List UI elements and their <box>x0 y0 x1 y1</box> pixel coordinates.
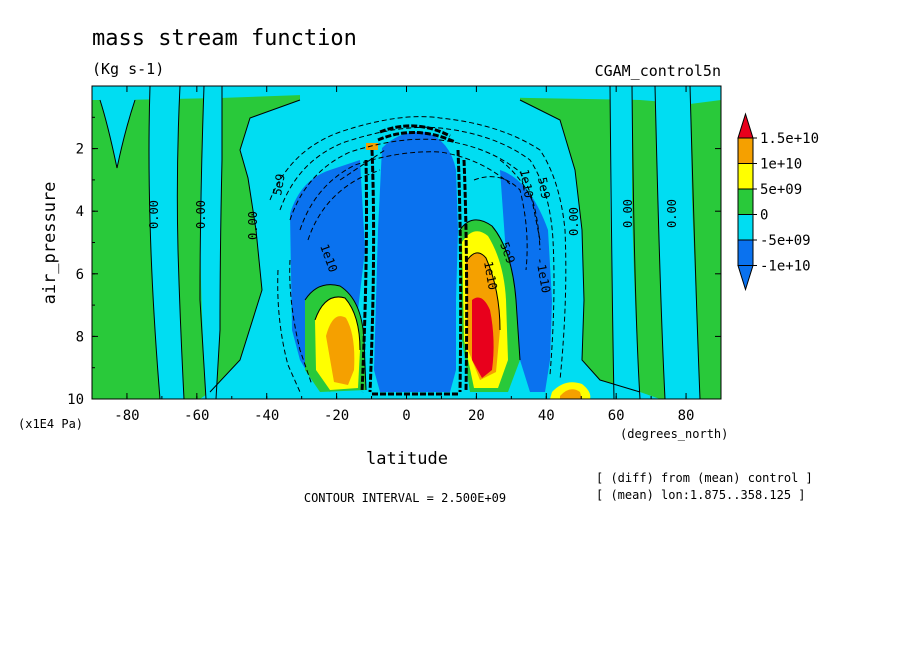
contour-label: 0.00 <box>621 199 635 228</box>
colorbar-label: -1e+10 <box>760 259 811 275</box>
y-axis-title: air_pressure <box>40 182 60 305</box>
x-tick-label: -60 <box>184 408 209 424</box>
region-blue-shell-east <box>500 170 552 392</box>
colorbar-top-arrow <box>737 112 754 139</box>
region-orange-lower-east <box>560 389 582 399</box>
colorbar-label: 1.5e+10 <box>760 131 819 147</box>
y-tick-label: 4 <box>76 204 84 220</box>
x-tick-label: 80 <box>678 408 695 424</box>
x-axis-title: latitude <box>366 449 448 469</box>
colorbar-box <box>737 239 754 266</box>
colorbar-label: 1e+10 <box>760 157 802 173</box>
contour-label: 5e9 <box>497 240 518 265</box>
x-tick-label: 40 <box>538 408 555 424</box>
chart-title: mass stream function <box>92 26 357 51</box>
colorbar-label: 5e+09 <box>760 182 802 198</box>
region-orange-top-west <box>366 143 378 150</box>
colorbar-box <box>737 137 754 164</box>
contour-label: 0.00 <box>147 200 161 229</box>
x-tick-label: 60 <box>608 408 625 424</box>
top-cyan-strip <box>92 86 721 104</box>
colorbar-box <box>737 163 754 190</box>
chart-units: (Kg s-1) <box>92 60 164 78</box>
note-diff: [ (diff) from (mean) control ] <box>596 471 813 485</box>
x-tick-label: 0 <box>402 408 410 424</box>
contour-label: 0.00 <box>246 211 260 240</box>
contour-label: 1e10 <box>481 260 500 291</box>
x-axis: -80 -60 -40 -20 0 20 40 60 80 <box>91 86 722 424</box>
region-orange-south-cell <box>326 316 355 385</box>
y-tick-label: 6 <box>76 267 84 283</box>
colorbar-box <box>737 188 754 215</box>
x-tick-label: 20 <box>468 408 485 424</box>
contour-label: 1e10 <box>517 168 536 199</box>
stripe-cyan-west-b <box>200 86 222 399</box>
stripe-cyan-west-a <box>149 86 184 399</box>
colorbar-label: 0 <box>760 208 768 224</box>
region-green-west <box>92 86 300 399</box>
plot-area: 0.00 0.00 0.00 0.00 0.00 0.00 5e9 5e9 -1… <box>92 86 721 399</box>
contour-lines <box>99 86 701 399</box>
colorbar-label: -5e+09 <box>760 233 811 249</box>
contour-interval-text: CONTOUR INTERVAL = 2.500E+09 <box>304 491 506 505</box>
y-tick-label: 8 <box>76 329 84 345</box>
contour-label: 5e9 <box>270 173 288 197</box>
contour-label: 0.00 <box>567 207 581 236</box>
x-tick-label: -80 <box>114 408 139 424</box>
x-units-label: (degrees_north) <box>620 427 728 441</box>
colorbar-box <box>737 214 754 241</box>
colorbar-bottom-arrow <box>737 265 754 292</box>
stripe-cyan-east-a <box>610 86 640 399</box>
colorbar-legend: 1.5e+10 1e+10 5e+09 0 -5e+09 -1e+10 <box>737 112 819 292</box>
region-blue-core <box>374 131 458 393</box>
x-tick-label: -20 <box>324 408 349 424</box>
stripe-cyan-east-b <box>655 86 700 399</box>
y-tick-label: 2 <box>76 142 84 158</box>
y-axis: 2 4 6 8 10 <box>67 116 721 408</box>
x-tick-label: -40 <box>254 408 279 424</box>
contour-label: 0.00 <box>665 199 679 228</box>
note-mean: [ (mean) lon:1.875..358.125 ] <box>596 488 806 502</box>
dataset-label: CGAM_control5n <box>595 62 721 80</box>
contour-label: 5e9 <box>535 176 553 200</box>
contour-label: 0.00 <box>194 200 208 229</box>
region-red-north-cell <box>472 297 494 378</box>
y-tick-label: 10 <box>67 392 84 408</box>
y-units-label: (x1E4 Pa) <box>18 417 83 431</box>
contour-label: -1e10 <box>533 256 553 294</box>
